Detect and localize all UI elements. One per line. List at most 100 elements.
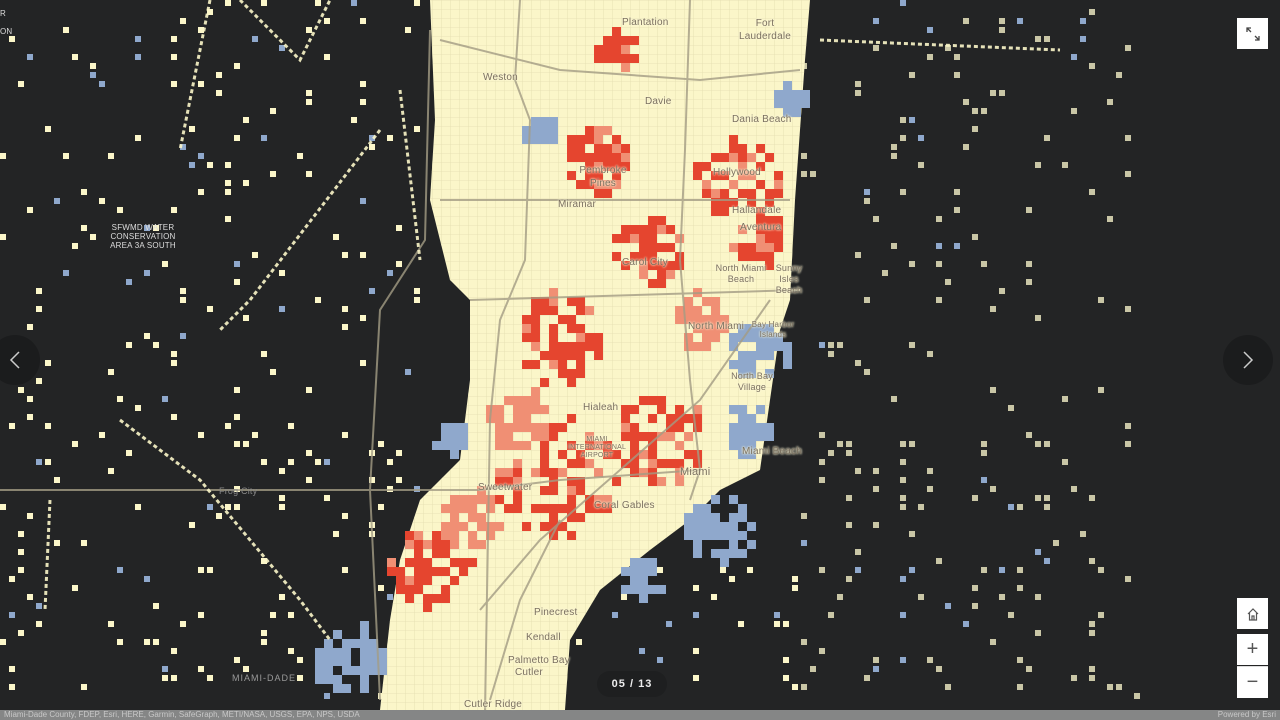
risk-cell [450, 576, 459, 585]
risk-cell [567, 504, 576, 513]
risk-cell [684, 333, 693, 342]
map-cell [342, 306, 348, 312]
risk-cell [378, 657, 387, 666]
risk-cell [738, 252, 747, 261]
risk-cell [567, 342, 576, 351]
risk-cell [423, 558, 432, 567]
risk-cell [711, 189, 720, 198]
map-cell [1035, 549, 1041, 555]
risk-cell [468, 513, 477, 522]
risk-cell [756, 342, 765, 351]
home-button[interactable] [1237, 598, 1268, 629]
risk-cell [612, 54, 621, 63]
risk-cell [720, 549, 729, 558]
map-cell [315, 297, 321, 303]
risk-cell [756, 351, 765, 360]
risk-cell [603, 144, 612, 153]
risk-cell [675, 468, 684, 477]
risk-cell [630, 36, 639, 45]
map-cell [738, 621, 744, 627]
map-cell [972, 603, 978, 609]
label-cutler-ridge: Cutler Ridge [464, 699, 522, 710]
risk-cell [756, 207, 765, 216]
risk-cell [693, 522, 702, 531]
risk-cell [729, 360, 738, 369]
risk-cell [747, 243, 756, 252]
risk-cell [450, 504, 459, 513]
risk-cell [639, 432, 648, 441]
map-cell [279, 270, 285, 276]
map-cell [612, 612, 618, 618]
previous-slide-button[interactable] [0, 335, 40, 385]
risk-cell [729, 405, 738, 414]
risk-cell [459, 432, 468, 441]
map-cell [891, 243, 897, 249]
map-cell [288, 612, 294, 618]
risk-cell [684, 450, 693, 459]
map-cell [180, 144, 186, 150]
risk-cell [684, 531, 693, 540]
map-cell [801, 540, 807, 546]
label-plantation: Plantation [622, 17, 669, 28]
risk-cell [729, 342, 738, 351]
powered-by[interactable]: Powered by Esri [1217, 710, 1276, 719]
attribution-text[interactable]: Miami-Dade County, FDEP, Esri, HERE, Gar… [4, 710, 360, 719]
map-cell [1125, 441, 1131, 447]
risk-cell [630, 558, 639, 567]
risk-cell [396, 585, 405, 594]
risk-cell [459, 504, 468, 513]
risk-cell [585, 126, 594, 135]
risk-cell [693, 549, 702, 558]
map-cell [900, 117, 906, 123]
risk-cell [693, 531, 702, 540]
risk-cell [567, 297, 576, 306]
risk-cell [450, 531, 459, 540]
map-cell [981, 261, 987, 267]
risk-cell [630, 450, 639, 459]
risk-cell [702, 522, 711, 531]
map-cell [81, 540, 87, 546]
risk-cell [765, 189, 774, 198]
map-cell [1098, 612, 1104, 618]
map-cell [324, 459, 330, 465]
risk-cell [684, 432, 693, 441]
risk-cell [504, 441, 513, 450]
risk-cell [558, 504, 567, 513]
risk-cell [657, 270, 666, 279]
map-cell [927, 351, 933, 357]
zoom-in-button[interactable]: + [1237, 634, 1268, 665]
map-cell [774, 612, 780, 618]
fullscreen-button[interactable] [1237, 18, 1268, 49]
risk-cell [648, 252, 657, 261]
risk-cell [738, 351, 747, 360]
risk-cell [729, 522, 738, 531]
risk-cell [432, 594, 441, 603]
map-cell [270, 171, 276, 177]
risk-cell [522, 360, 531, 369]
risk-cell [774, 333, 783, 342]
map-cell [1035, 441, 1041, 447]
risk-cell [738, 225, 747, 234]
risk-cell [522, 423, 531, 432]
risk-cell [513, 423, 522, 432]
map-cell [9, 576, 15, 582]
risk-cell [603, 153, 612, 162]
risk-cell [630, 405, 639, 414]
map-cell [342, 432, 348, 438]
risk-cell [711, 207, 720, 216]
risk-cell [711, 531, 720, 540]
map-cell [999, 90, 1005, 96]
risk-cell [621, 153, 630, 162]
next-slide-button[interactable] [1223, 335, 1273, 385]
risk-cell [675, 234, 684, 243]
risk-cell [459, 567, 468, 576]
map-cell [0, 639, 6, 645]
risk-cell [783, 99, 792, 108]
map-cell [1017, 684, 1023, 690]
risk-cell [441, 504, 450, 513]
risk-cell [522, 333, 531, 342]
map-cell [306, 99, 312, 105]
zoom-out-button[interactable]: − [1237, 666, 1268, 698]
risk-cell [648, 234, 657, 243]
